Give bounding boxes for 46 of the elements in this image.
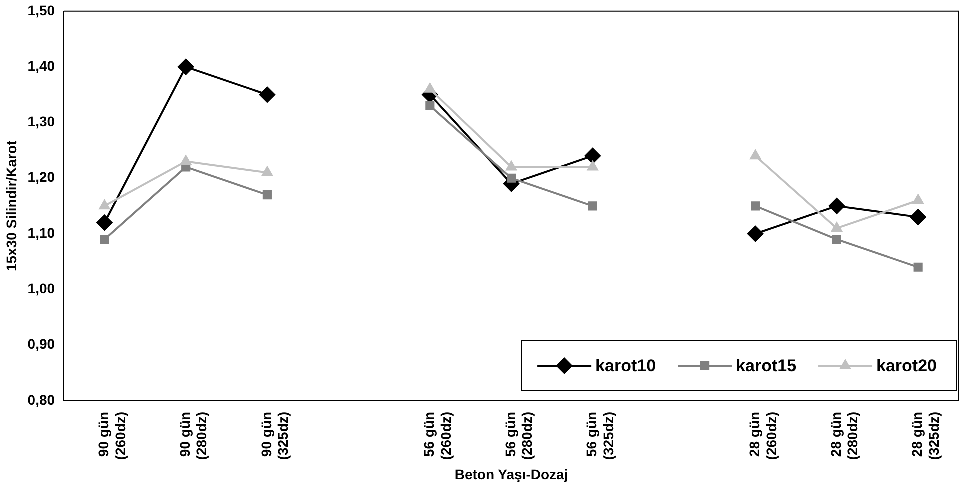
x-tick-label: 56 gün (280dz): [502, 412, 536, 460]
point: [262, 166, 273, 176]
legend-label: karot15: [736, 356, 797, 376]
point: [262, 190, 272, 200]
y-tick-label: 0,80: [28, 392, 56, 408]
point: [914, 262, 923, 272]
point: [259, 86, 276, 103]
point: [178, 59, 194, 76]
y-tick-label: 1,20: [28, 169, 56, 186]
point: [751, 202, 760, 211]
x-tick-label: 56 gün (325dz): [584, 412, 617, 460]
point: [506, 161, 517, 171]
point: [584, 148, 601, 164]
point: [832, 222, 842, 232]
point: [832, 235, 842, 244]
point: [426, 101, 435, 111]
point: [424, 83, 436, 93]
x-axis-title: Beton Yaşı-Dozaj: [454, 466, 568, 482]
point: [588, 161, 598, 171]
y-tick-label: 1,10: [28, 224, 56, 241]
point: [828, 198, 845, 214]
legend-label: karot10: [596, 356, 656, 376]
y-tick-label: 1,00: [28, 280, 56, 297]
x-tick-label: 28 gün (260dz): [746, 412, 780, 460]
x-tick-label: 90 gün (325dz): [258, 412, 292, 460]
point: [506, 174, 516, 183]
x-tick-label: 90 gün (260dz): [96, 412, 128, 460]
x-tick-label: 28 gün (325dz): [909, 412, 942, 460]
point: [588, 202, 598, 211]
y-tick-label: 1,50: [28, 2, 56, 18]
point: [910, 209, 926, 226]
y-axis-title: 15x30 Silindir/Karot: [3, 140, 20, 272]
x-tick-label: 56 gün (260dz): [421, 412, 454, 460]
y-tick-label: 1,30: [28, 114, 56, 130]
point: [748, 226, 764, 242]
y-tick-label: 1,40: [28, 58, 56, 74]
x-tick-label: 90 gün (280dz): [176, 412, 210, 460]
point: [99, 200, 110, 210]
point: [750, 150, 761, 160]
point: [912, 194, 924, 204]
y-tick-label: 0,90: [28, 336, 56, 352]
point: [100, 235, 110, 244]
legend-label: karot20: [876, 356, 938, 376]
point: [96, 214, 113, 231]
x-tick-label: 28 gün (280dz): [828, 412, 861, 460]
point: [180, 156, 192, 166]
